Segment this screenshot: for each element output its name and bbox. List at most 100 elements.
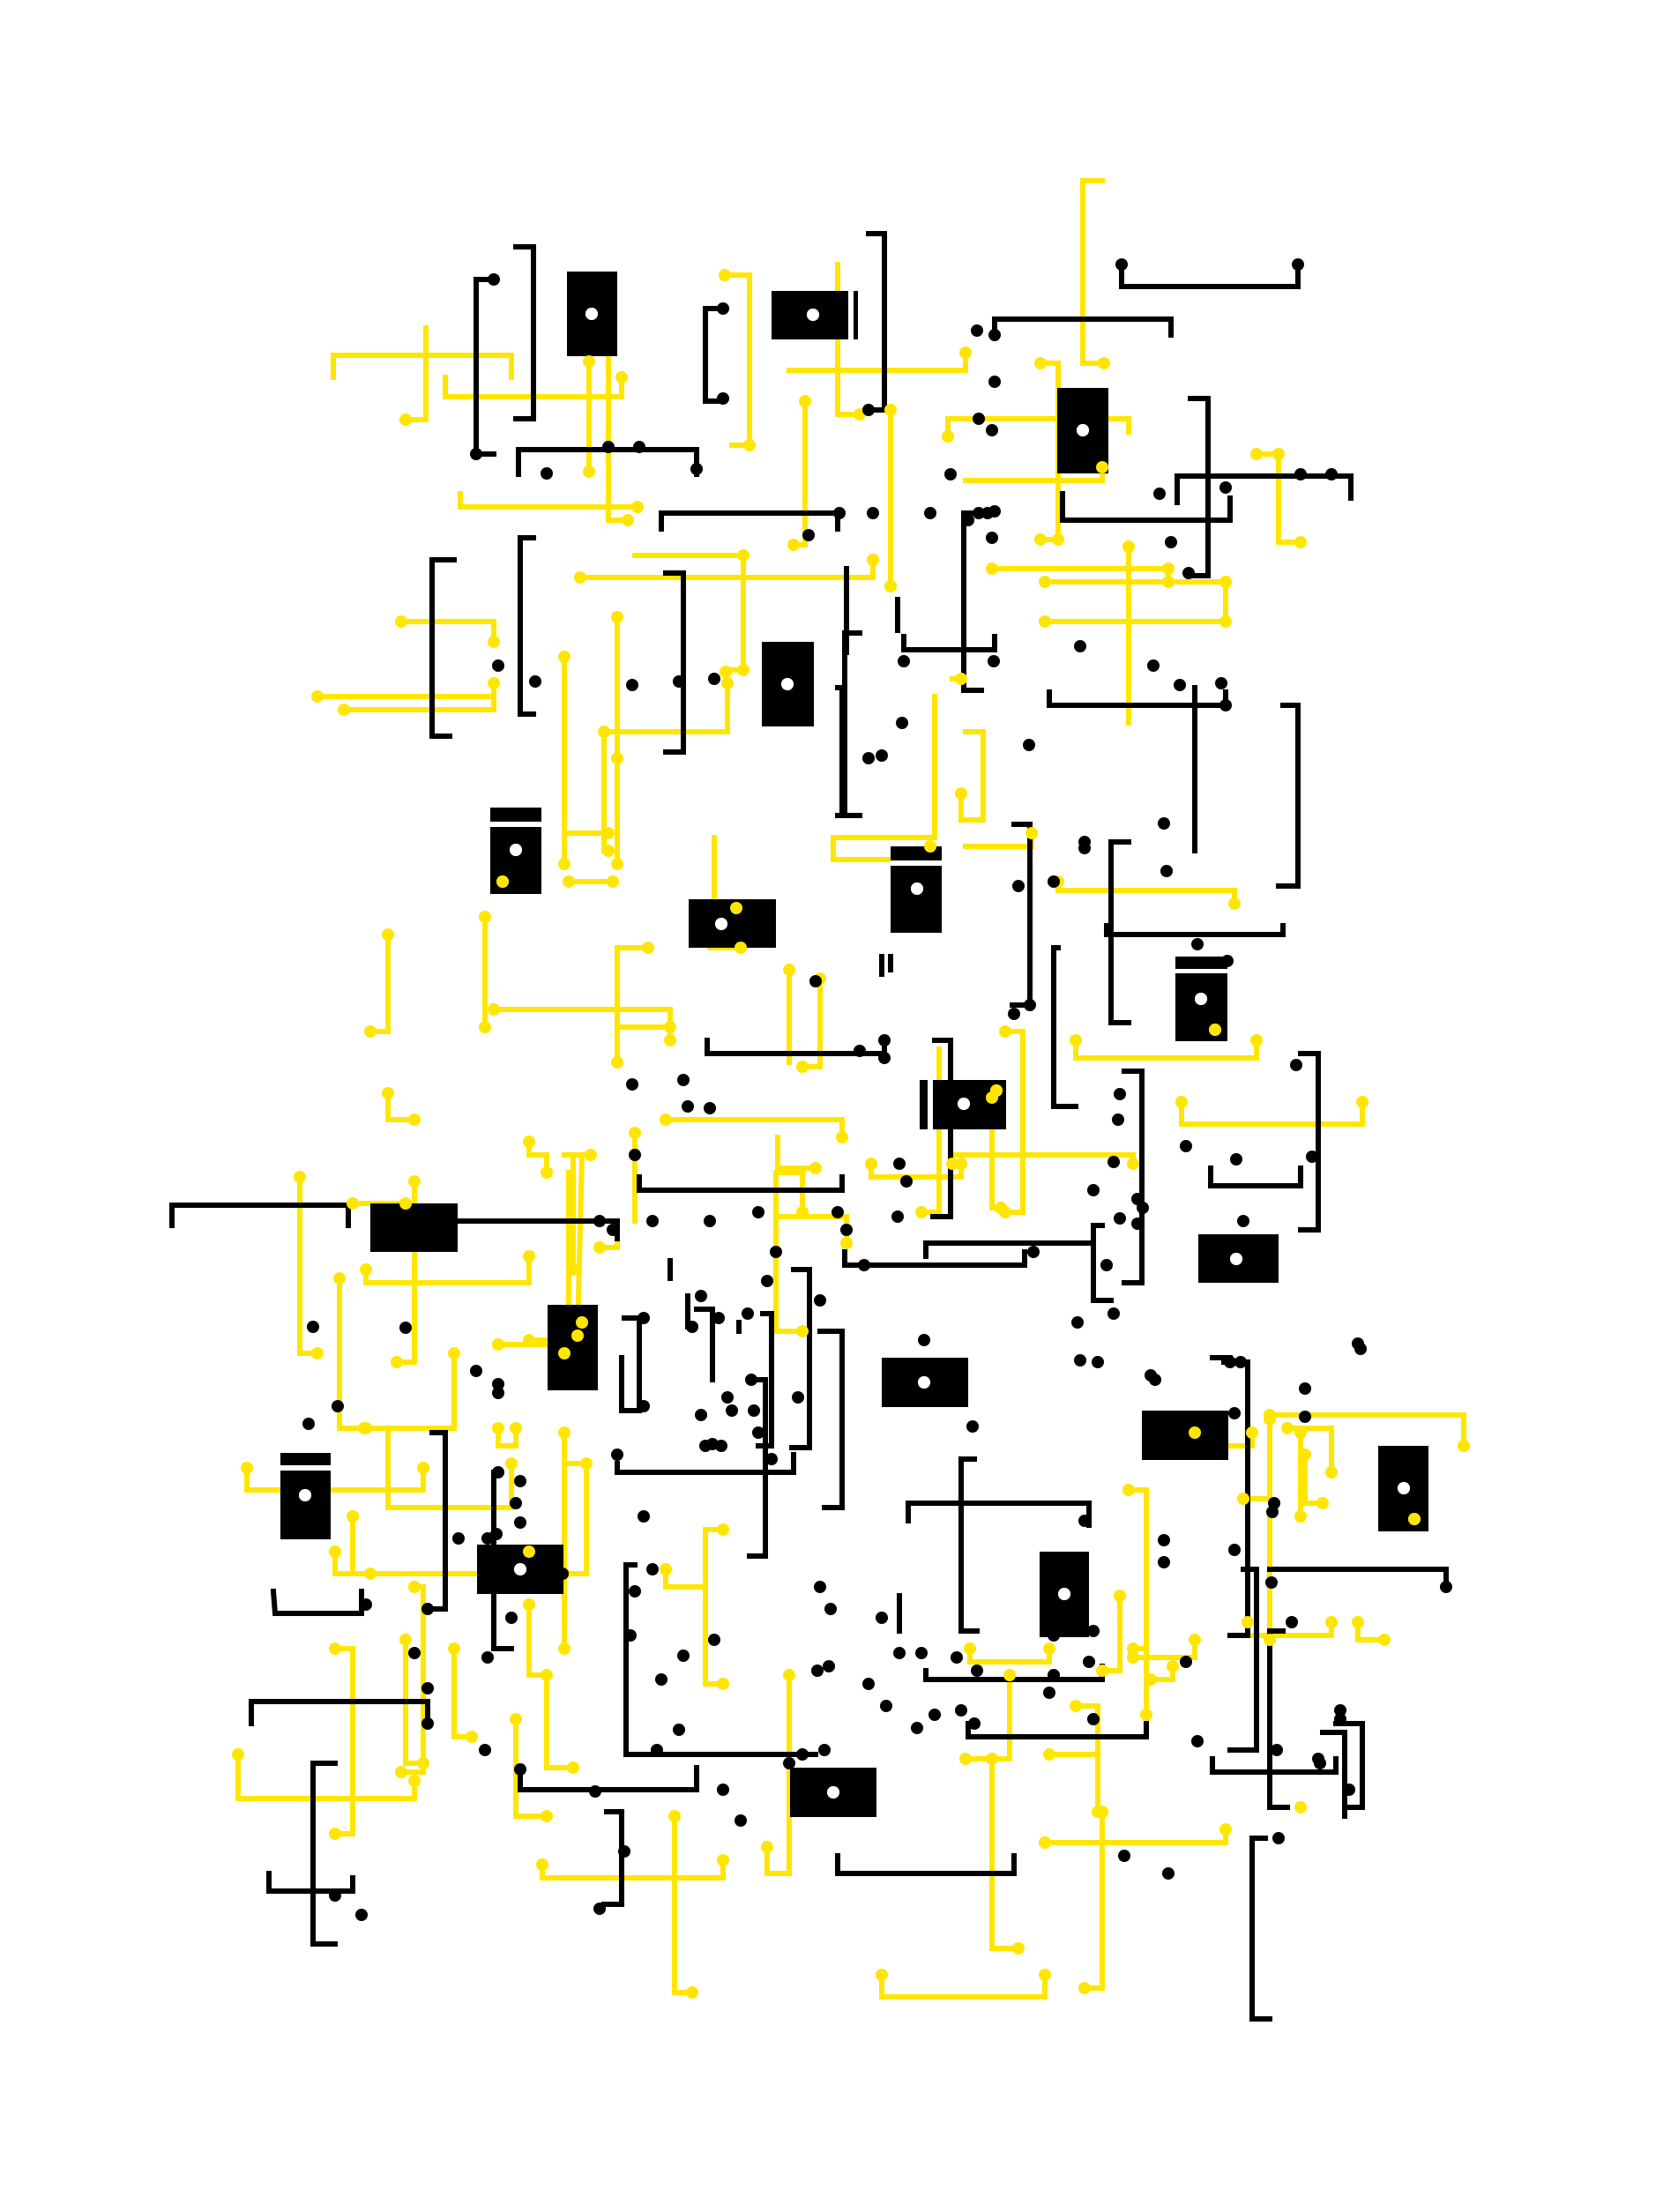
- yellow-dot: [664, 1021, 676, 1033]
- black-dot: [602, 441, 615, 453]
- yellow-line: [1082, 1809, 1105, 1991]
- yellow-dot: [580, 1457, 593, 1470]
- yellow-line: [513, 1717, 549, 1819]
- yellow-line: [601, 681, 730, 734]
- yellow-dot: [1250, 448, 1263, 460]
- yellow-dot: [567, 1761, 579, 1774]
- yellow-dot: [360, 1263, 372, 1276]
- yellow-dot: [364, 1568, 377, 1580]
- yellow-dot: [915, 1206, 928, 1218]
- black-dot: [1219, 481, 1232, 494]
- black-dot: [1237, 1215, 1249, 1227]
- yellow-dot: [1264, 1409, 1276, 1421]
- black-dot: [878, 1052, 891, 1064]
- yellow-dot: [311, 690, 324, 703]
- white-dot: [715, 918, 727, 930]
- black-dot: [629, 1585, 641, 1598]
- black-line: [1091, 1223, 1114, 1303]
- yellow-line: [963, 1756, 1021, 1951]
- yellow-line: [663, 1567, 708, 1590]
- black-line: [1047, 689, 1228, 708]
- yellow-dot: [417, 1462, 429, 1474]
- yellow-dot: [1294, 1426, 1307, 1439]
- black-dot: [633, 441, 645, 453]
- black-dot: [1078, 842, 1091, 854]
- yellow-line: [1042, 579, 1228, 624]
- black-line: [694, 1307, 715, 1382]
- black-dot: [966, 1420, 979, 1433]
- black-dot: [962, 514, 974, 526]
- yellow-dot: [488, 1003, 500, 1016]
- black-dot: [673, 675, 685, 688]
- black-dot: [1023, 739, 1035, 751]
- white-dot: [1077, 424, 1089, 436]
- black-dot: [893, 1647, 906, 1659]
- yellow-dot: [660, 1113, 672, 1126]
- black-dot: [488, 273, 500, 286]
- yellow-dot: [783, 964, 795, 976]
- yellow-line: [879, 1972, 1048, 2000]
- yellow-dot: [611, 752, 623, 764]
- yellow-dot: [571, 1329, 584, 1342]
- yellow-dot: [1272, 448, 1285, 460]
- yellow-dot: [721, 677, 734, 689]
- yellow-dot: [717, 1678, 729, 1690]
- black-dot: [986, 424, 998, 436]
- yellow-dot: [1175, 1096, 1188, 1108]
- yellow-dot: [347, 1510, 359, 1523]
- black-dot: [1078, 1515, 1091, 1527]
- yellow-line: [672, 1814, 695, 1995]
- yellow-line: [1285, 1426, 1334, 1475]
- yellow-line: [1055, 879, 1237, 906]
- white-dot: [911, 883, 923, 895]
- yellow-dot: [364, 1025, 377, 1038]
- black-dot: [783, 1757, 795, 1769]
- black-dot: [514, 1516, 526, 1529]
- black-dot: [833, 507, 846, 519]
- yellow-line: [663, 1117, 845, 1140]
- black-dot: [1299, 1411, 1311, 1423]
- black-dot: [796, 1748, 809, 1761]
- yellow-dot: [1043, 1642, 1055, 1655]
- yellow-dot: [1039, 1969, 1051, 1981]
- black-line: [1188, 396, 1211, 578]
- black-dot: [1107, 1307, 1120, 1320]
- yellow-line: [950, 1152, 1136, 1166]
- black-line-layer: [169, 231, 1449, 2022]
- black-dot: [944, 468, 957, 480]
- black-dot: [1048, 1629, 1060, 1642]
- black-dot: [1131, 1193, 1144, 1205]
- yellow-dot: [611, 611, 623, 623]
- yellow-dot: [840, 1237, 853, 1249]
- yellow-dot: [1242, 1616, 1254, 1628]
- black-dot: [1325, 468, 1338, 480]
- black-dot: [355, 1909, 368, 1921]
- black-dot: [911, 1722, 923, 1734]
- black-dot: [479, 1744, 491, 1756]
- yellow-dot: [1070, 1700, 1082, 1712]
- yellow-dot: [796, 1325, 809, 1337]
- yellow-dot: [558, 1426, 571, 1439]
- yellow-line: [989, 1672, 1012, 1761]
- yellow-dot: [796, 1061, 809, 1073]
- black-dot: [752, 1206, 764, 1218]
- black-dot: [421, 1682, 434, 1694]
- white-dot: [299, 1489, 311, 1501]
- yellow-dot: [1122, 540, 1135, 553]
- yellow-line: [1267, 1412, 1466, 1449]
- yellow-dot: [338, 704, 350, 716]
- yellow-line: [773, 1170, 805, 1334]
- black-dot: [421, 1603, 434, 1615]
- black-dot: [973, 507, 985, 519]
- yellow-dot: [1039, 1836, 1051, 1849]
- black-line: [474, 277, 496, 457]
- black-dot: [1234, 1356, 1247, 1368]
- black-dot: [931, 1374, 943, 1386]
- yellow-dot: [395, 1766, 407, 1778]
- yellow-dot: [1034, 357, 1047, 369]
- yellow-dot: [1025, 827, 1038, 839]
- black-dot: [1074, 640, 1086, 652]
- yellow-dot: [783, 1669, 795, 1681]
- yellow-dot: [1122, 1484, 1135, 1496]
